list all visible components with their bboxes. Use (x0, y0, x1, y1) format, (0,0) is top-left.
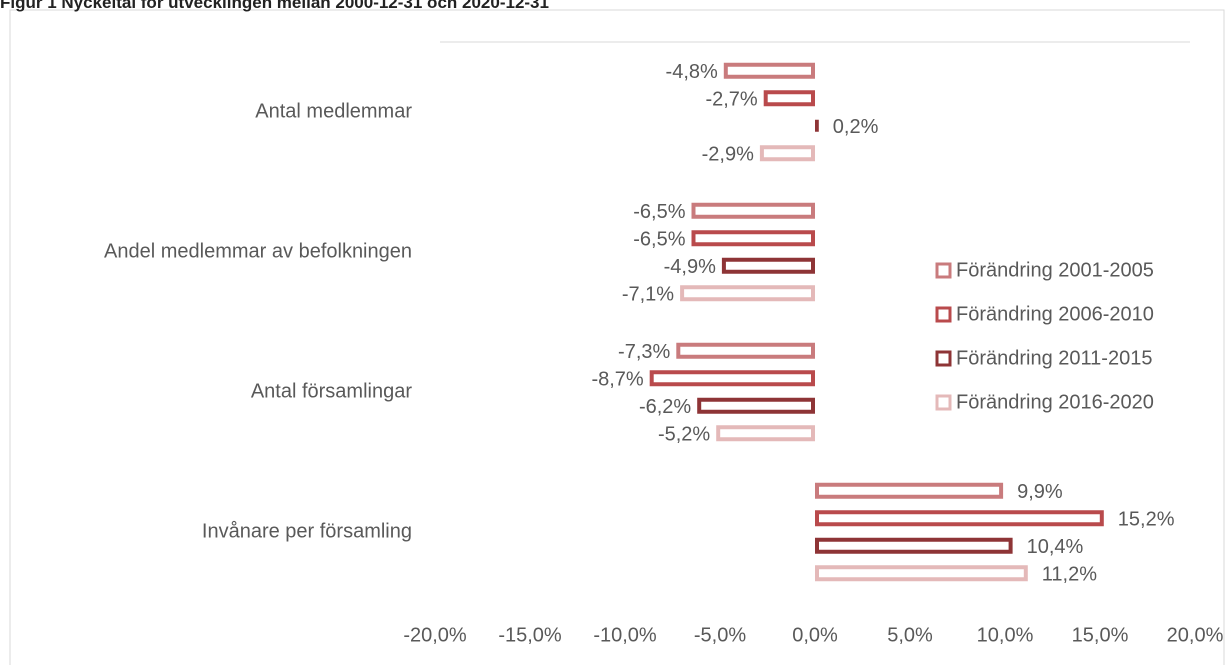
x-tick-label: 15,0% (1072, 624, 1129, 646)
data-label: -4,8% (666, 61, 718, 83)
data-label: -6,2% (639, 396, 691, 418)
data-label: -7,3% (618, 341, 670, 363)
x-tick-label: 5,0% (887, 624, 933, 646)
x-tick-label: 0,0% (792, 624, 838, 646)
data-label: 0,2% (833, 116, 879, 138)
legend-swatch (935, 306, 952, 323)
bar (691, 202, 815, 219)
data-label: -4,9% (664, 256, 716, 278)
bar (815, 537, 1013, 554)
x-tick-label: 10,0% (977, 624, 1034, 646)
data-label: -5,2% (658, 424, 710, 446)
data-label: -8,7% (591, 369, 643, 391)
category-label: Antal medlemmar (255, 100, 412, 122)
legend-swatch (935, 394, 952, 411)
legend-label: Förändring 2001-2005 (956, 259, 1154, 281)
category-label: Andel medlemmar av befolkningen (104, 240, 412, 262)
data-label: -2,7% (705, 89, 757, 111)
x-tick-label: -20,0% (403, 624, 467, 646)
data-label: -6,5% (633, 229, 685, 251)
category-label: Antal församlingar (251, 380, 413, 402)
chart-title: Figur 1 Nyckeltal för utvecklingen mella… (0, 0, 549, 12)
x-tick-label: -15,0% (498, 624, 562, 646)
bar (676, 342, 815, 359)
bar (649, 370, 816, 387)
legend-swatch (935, 350, 952, 367)
legend-swatch (935, 262, 952, 279)
legend-label: Förändring 2006-2010 (956, 303, 1154, 325)
category-label: Invånare per församling (202, 520, 412, 542)
bar (815, 510, 1104, 527)
bar (697, 397, 816, 414)
bar (721, 257, 816, 274)
data-label: -6,5% (633, 201, 685, 223)
bar (763, 90, 816, 107)
bar (815, 482, 1004, 499)
legend-label: Förändring 2016-2020 (956, 391, 1154, 413)
bar (759, 145, 816, 162)
x-tick-label: 20,0% (1167, 624, 1224, 646)
data-label: 11,2% (1042, 564, 1097, 586)
data-label: -7,1% (622, 284, 674, 306)
chart-frame (9, 9, 1225, 665)
data-label: -2,9% (702, 144, 754, 166)
bar (680, 285, 815, 302)
data-label: 9,9% (1017, 481, 1063, 503)
x-tick-label: -5,0% (694, 624, 746, 646)
x-tick-label: -10,0% (593, 624, 657, 646)
bar (723, 62, 815, 79)
bar (691, 230, 815, 247)
bar (815, 119, 819, 132)
data-label: 15,2% (1118, 509, 1175, 531)
bar (815, 565, 1028, 582)
legend-label: Förändring 2011-2015 (956, 347, 1152, 369)
bar (716, 425, 816, 442)
data-label: 10,4% (1027, 536, 1084, 558)
